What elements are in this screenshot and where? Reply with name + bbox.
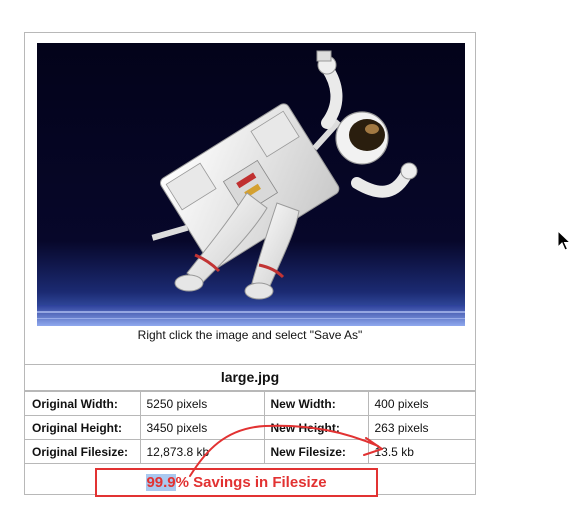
original-height-value: 3450 pixels — [139, 415, 265, 440]
table-row: Original Height: 3450 pixels New Height:… — [24, 415, 476, 440]
original-height-label: Original Height: — [24, 415, 141, 440]
savings-summary: 99.9% Savings in Filesize — [95, 468, 378, 497]
table-row: Original Filesize: 12,873.8 kb New Files… — [24, 439, 476, 464]
file-name-heading: large.jpg — [24, 364, 476, 391]
new-height-value: 263 pixels — [367, 415, 476, 440]
original-filesize-label: Original Filesize: — [24, 439, 141, 464]
new-width-label: New Width: — [263, 391, 369, 416]
dimensions-table: Original Width: 5250 pixels New Width: 4… — [24, 391, 476, 464]
new-width-value: 400 pixels — [367, 391, 476, 416]
astronaut-photo-icon — [37, 43, 465, 326]
original-width-value: 5250 pixels — [139, 391, 265, 416]
arrow-cursor-icon — [557, 230, 571, 251]
table-row: Original Width: 5250 pixels New Width: 4… — [24, 391, 476, 416]
savings-label: % Savings in Filesize — [175, 474, 327, 491]
original-width-label: Original Width: — [24, 391, 141, 416]
savings-percent: 99.9 — [146, 474, 176, 491]
result-image[interactable] — [37, 43, 465, 326]
save-instructions-caption: Right click the image and select "Save A… — [137, 328, 363, 342]
new-filesize-value: 13.5 kb — [367, 439, 476, 464]
new-height-label: New Height: — [263, 415, 369, 440]
original-filesize-value: 12,873.8 kb — [139, 439, 265, 464]
new-filesize-label: New Filesize: — [263, 439, 369, 464]
